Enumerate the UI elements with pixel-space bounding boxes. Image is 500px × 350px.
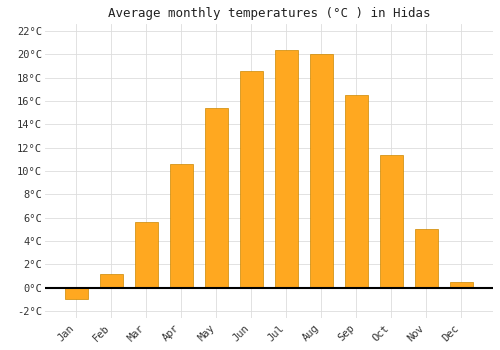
Bar: [380, 155, 402, 288]
Bar: [65, 288, 88, 299]
Bar: [415, 229, 438, 288]
Bar: [135, 222, 158, 288]
Bar: [345, 95, 368, 288]
Bar: [240, 71, 263, 288]
Bar: [100, 274, 123, 288]
Bar: [275, 50, 298, 288]
Bar: [450, 282, 472, 288]
Bar: [205, 108, 228, 288]
Bar: [310, 54, 332, 288]
Title: Average monthly temperatures (°C ) in Hidas: Average monthly temperatures (°C ) in Hi…: [108, 7, 430, 20]
Bar: [170, 164, 193, 288]
